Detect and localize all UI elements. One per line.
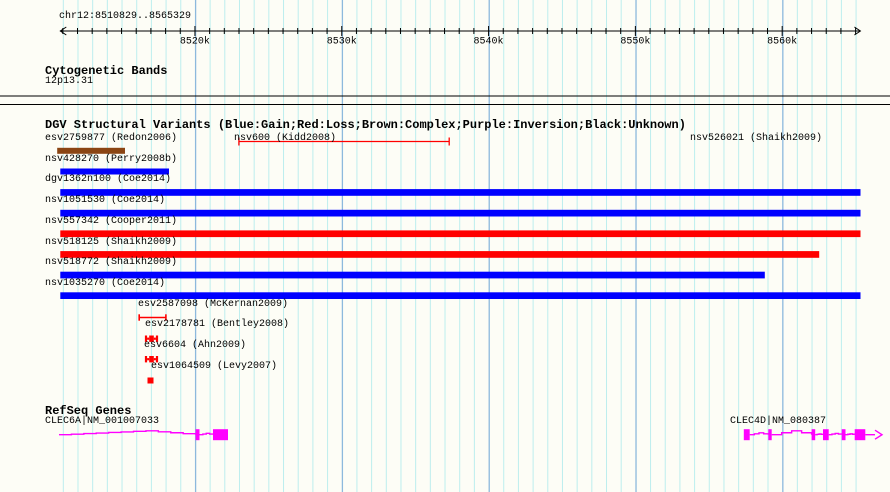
svg-text:8550k: 8550k (620, 36, 650, 48)
svg-text:8540k: 8540k (474, 36, 504, 48)
svg-text:8560k: 8560k (767, 36, 797, 48)
svg-text:8520k: 8520k (180, 36, 210, 48)
svg-text:8530k: 8530k (327, 36, 357, 48)
